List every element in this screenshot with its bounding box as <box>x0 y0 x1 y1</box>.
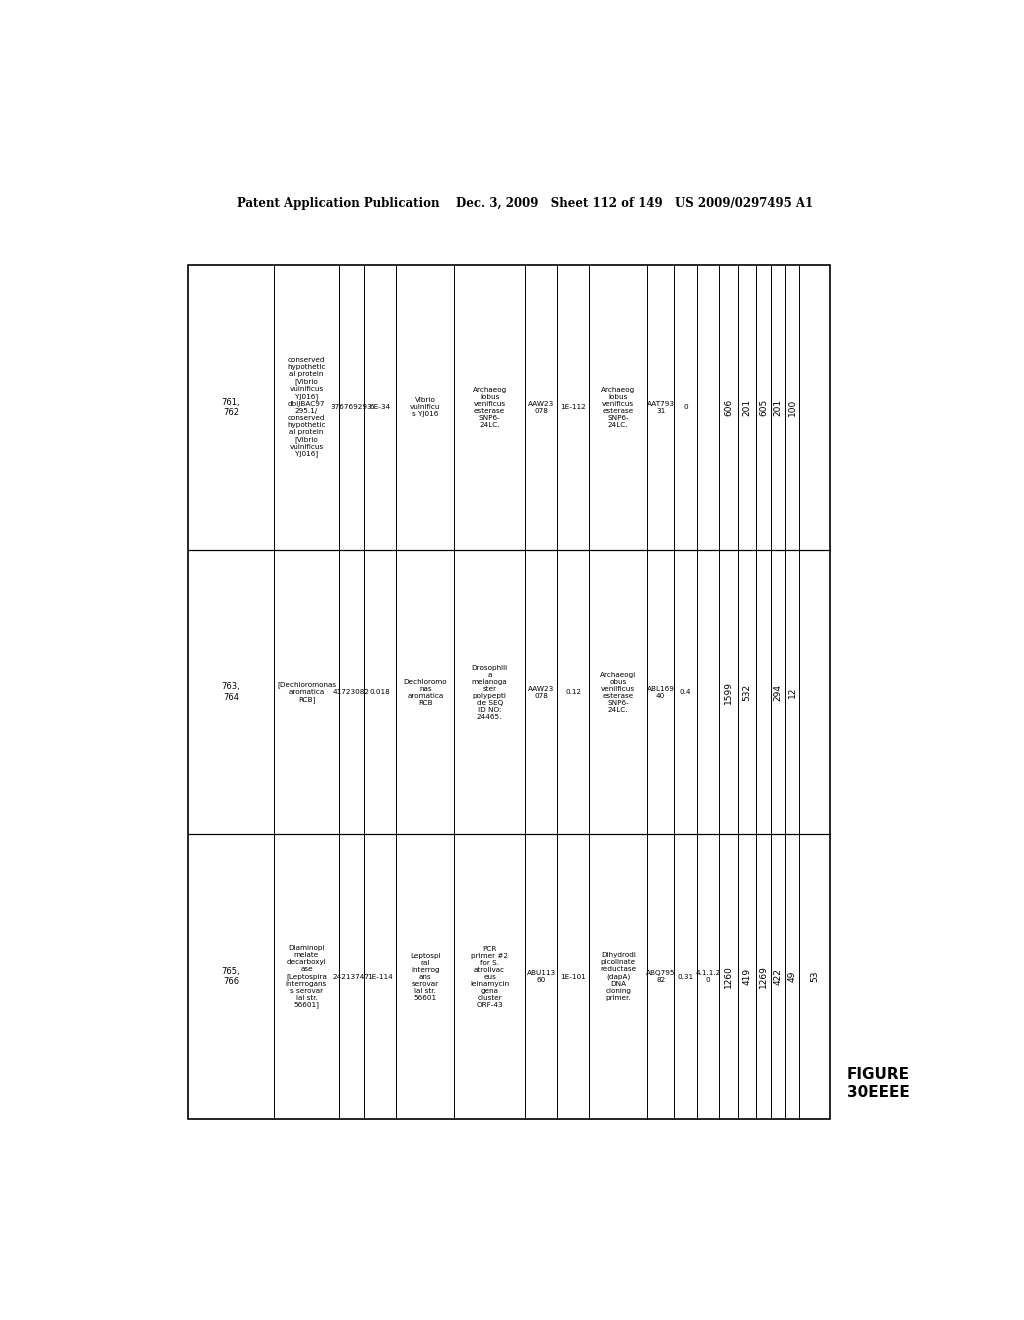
Text: Drosophili
a
melanoga
ster
polypepti
de SEQ
ID NO:
24465.: Drosophili a melanoga ster polypepti de … <box>472 664 508 719</box>
Text: Dihydrodi
picolinate
reductase
(dapA)
DNA
cloning
primer.: Dihydrodi picolinate reductase (dapA) DN… <box>600 952 636 1001</box>
Text: 294: 294 <box>774 684 782 701</box>
Text: Archaeog
lobus
venificus
esterase
SNP6-
24LC.: Archaeog lobus venificus esterase SNP6- … <box>601 387 635 428</box>
Text: 422: 422 <box>774 968 782 985</box>
Text: Diaminopi
melate
decarboxyl
ase
[Leptospira
interrogans
s serovar
lai str.
56601: Diaminopi melate decarboxyl ase [Leptosp… <box>286 945 327 1008</box>
Text: 12: 12 <box>787 686 797 698</box>
Text: 1260: 1260 <box>724 965 733 989</box>
Text: 0: 0 <box>683 404 688 411</box>
Bar <box>187 265 830 1119</box>
Text: 0.4: 0.4 <box>680 689 691 696</box>
Text: 763,
764: 763, 764 <box>221 682 241 702</box>
Text: Leptospi
ral
interrog
ans
serovar
lai str.
56601: Leptospi ral interrog ans serovar lai st… <box>410 953 440 1001</box>
Text: 0.018: 0.018 <box>370 689 391 696</box>
Text: 49: 49 <box>787 972 797 982</box>
Text: ABQ795
82: ABQ795 82 <box>646 970 676 983</box>
Text: Patent Application Publication    Dec. 3, 2009   Sheet 112 of 149   US 2009/0297: Patent Application Publication Dec. 3, 2… <box>237 197 813 210</box>
Text: 606: 606 <box>724 399 733 416</box>
Text: 376769293: 376769293 <box>331 404 373 411</box>
Text: 53: 53 <box>810 970 819 982</box>
Text: PCR
primer #2
for S.
atrolivac
eus
leinamycin
gena
cluster
ORF-43: PCR primer #2 for S. atrolivac eus leina… <box>470 945 509 1007</box>
Text: 41723082: 41723082 <box>333 689 370 696</box>
Text: AAT793
31: AAT793 31 <box>646 401 675 414</box>
Text: 4.1.1.2
0: 4.1.1.2 0 <box>695 970 721 983</box>
Text: 6E-34: 6E-34 <box>370 404 391 411</box>
Text: 532: 532 <box>742 684 752 701</box>
Text: [Dechloromonas
aromatica
RCB]: [Dechloromonas aromatica RCB] <box>276 681 336 702</box>
Text: 1599: 1599 <box>724 681 733 704</box>
Text: AAW23
078: AAW23 078 <box>528 401 554 414</box>
Text: Dechloromo
nas
aromatica
RCB: Dechloromo nas aromatica RCB <box>403 678 447 705</box>
Text: AAW23
078: AAW23 078 <box>528 685 554 698</box>
Text: 0.31: 0.31 <box>678 974 694 979</box>
Text: Archaeog
lobus
venificus
esterase
SNP6-
24LC.: Archaeog lobus venificus esterase SNP6- … <box>472 387 507 428</box>
Text: Archaeogi
obus
veniificus
esterase
SNP6-
24LC.: Archaeogi obus veniificus esterase SNP6-… <box>600 672 636 713</box>
Text: ABL169
40: ABL169 40 <box>647 685 675 698</box>
Text: 765,
766: 765, 766 <box>221 968 241 986</box>
Text: 1E-114: 1E-114 <box>368 974 393 979</box>
Text: ABU113
60: ABU113 60 <box>526 970 556 983</box>
Text: 0.12: 0.12 <box>565 689 582 696</box>
Text: 605: 605 <box>759 399 768 416</box>
Text: 1269: 1269 <box>759 965 768 989</box>
Text: 1E-112: 1E-112 <box>560 404 586 411</box>
Text: FIGURE
30EEEE: FIGURE 30EEEE <box>847 1067 909 1100</box>
Text: 761,
762: 761, 762 <box>221 397 241 417</box>
Text: 201: 201 <box>742 399 752 416</box>
Text: 1E-101: 1E-101 <box>560 974 586 979</box>
Text: 24213747: 24213747 <box>333 974 370 979</box>
Text: 201: 201 <box>774 399 782 416</box>
Text: 100: 100 <box>787 399 797 416</box>
Text: conserved
hypothetic
al protein
[Vibrio
vulnificus
YJ016]
dblJBAC97
295.1/
conse: conserved hypothetic al protein [Vibrio … <box>287 358 326 458</box>
Text: Vibrio
vulnificu
s YJ016: Vibrio vulnificu s YJ016 <box>410 397 440 417</box>
Text: 419: 419 <box>742 968 752 985</box>
